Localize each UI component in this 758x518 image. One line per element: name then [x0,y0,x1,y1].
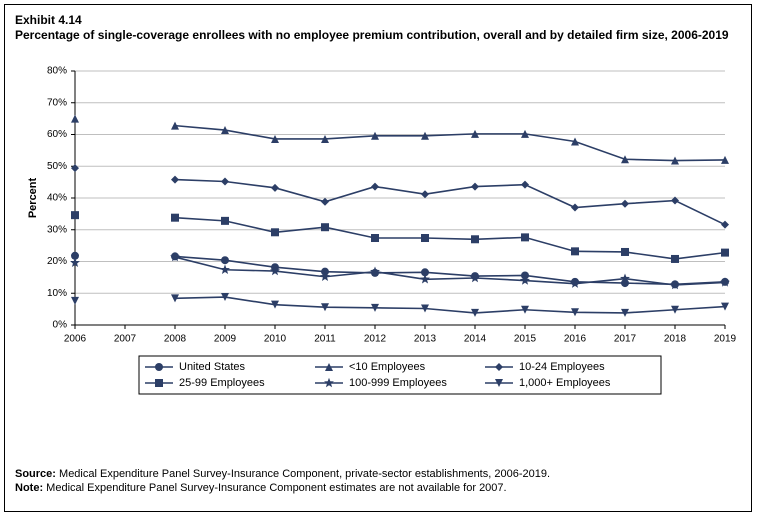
svg-text:25-99 Employees: 25-99 Employees [179,377,265,389]
svg-text:2011: 2011 [314,334,336,345]
svg-text:80%: 80% [47,66,67,77]
svg-text:100-999 Employees: 100-999 Employees [349,377,447,389]
svg-text:50%: 50% [47,161,67,172]
svg-text:0%: 0% [53,320,68,331]
chart-svg: 0% 10% 20% 30% 40% 50% 60% 70% 80% 2006 2007 2008 20… [15,65,745,415]
svg-text:70%: 70% [47,97,67,108]
chart-area: 0% 10% 20% 30% 40% 50% 60% 70% 80% 2006 2007 2008 20… [15,65,745,415]
source-label: Source: [15,468,56,480]
source-line: Source: Medical Expenditure Panel Survey… [15,467,745,481]
svg-text:2012: 2012 [364,334,387,345]
svg-text:2009: 2009 [214,334,237,345]
svg-text:2013: 2013 [414,334,437,345]
note-line: Note: Medical Expenditure Panel Survey-I… [15,481,745,495]
svg-text:2015: 2015 [514,334,537,345]
outer-frame: Exhibit 4.14 Percentage of single-covera… [4,4,752,512]
svg-text:10-24 Employees: 10-24 Employees [519,361,605,373]
svg-text:2008: 2008 [164,334,187,345]
svg-text:Percent: Percent [27,177,39,218]
svg-text:2016: 2016 [564,334,587,345]
svg-text:2010: 2010 [264,334,287,345]
note-label: Note: [15,482,43,494]
svg-text:40%: 40% [47,193,67,204]
svg-text:20%: 20% [47,256,67,267]
svg-text:1,000+ Employees: 1,000+ Employees [519,377,611,389]
svg-text:<10 Employees: <10 Employees [349,361,426,373]
svg-text:2007: 2007 [114,334,137,345]
chart-title: Percentage of single-coverage enrollees … [15,28,745,43]
svg-text:60%: 60% [47,129,67,140]
svg-text:2018: 2018 [664,334,687,345]
svg-text:2017: 2017 [614,334,637,345]
svg-text:30%: 30% [47,224,67,235]
footer: Source: Medical Expenditure Panel Survey… [15,467,745,496]
title-block: Exhibit 4.14 Percentage of single-covera… [15,13,745,43]
svg-text:2006: 2006 [64,334,87,345]
source-text: Medical Expenditure Panel Survey-Insuran… [56,468,550,480]
svg-text:2019: 2019 [714,334,737,345]
exhibit-number: Exhibit 4.14 [15,13,745,28]
svg-text:10%: 10% [47,288,67,299]
svg-text:2014: 2014 [464,334,487,345]
svg-text:United States: United States [179,361,246,373]
note-text: Medical Expenditure Panel Survey-Insuran… [43,482,506,494]
